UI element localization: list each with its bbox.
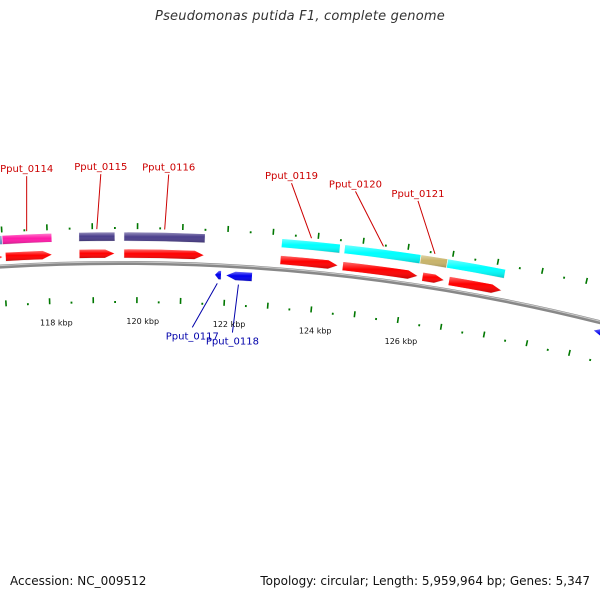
- reverse-cds-shade: [225, 271, 253, 282]
- forward-cds-shade: [342, 261, 418, 279]
- ruler-label-120kbp: 120 kbp: [126, 317, 159, 326]
- reverse-cds-shade: [214, 270, 222, 280]
- outer-ruler-tick: [362, 237, 365, 244]
- reverse-cds-track: [214, 270, 600, 337]
- inner-ruler-tick: [482, 331, 486, 338]
- cog-bar-shade: [78, 232, 115, 242]
- cog-bar-shade: [123, 232, 206, 243]
- pput-0120-leader: [355, 191, 384, 247]
- accession-text: Accession: NC_009512: [10, 574, 147, 588]
- forward-cds-shade: [0, 255, 4, 259]
- reverse-cds-shade: [593, 328, 600, 336]
- forward-cds-shade: [421, 272, 445, 284]
- inner-ruler-tick: [353, 311, 356, 318]
- pput-0116-label: Pput_0116: [142, 162, 195, 173]
- label-leaders: [26, 174, 436, 333]
- forward-cds-shade: [79, 249, 115, 259]
- forward-cds-shade: [5, 250, 53, 262]
- outer-ruler-tick: [407, 243, 410, 250]
- outer-ruler-tick: [496, 258, 500, 265]
- pput-0117-leader: [191, 283, 218, 328]
- pput-0117-label: Pput_0117: [166, 331, 219, 342]
- pput-0115-label: Pput_0115: [74, 162, 127, 173]
- ruler-label-126kbp: 126 kbp: [385, 337, 418, 346]
- inner-ruler-tick: [310, 306, 313, 313]
- backbone-arc: [0, 260, 600, 325]
- cog-track: [0, 231, 507, 279]
- pput-0119-leader: [291, 182, 312, 239]
- cog-bar-shade: [446, 258, 506, 279]
- pput-0116-leader: [164, 174, 170, 230]
- pput-0121-label: Pput_0121: [391, 189, 444, 200]
- inner-ruler-tick: [439, 323, 443, 330]
- forward-cds-track: [0, 248, 503, 294]
- pput-0121-leader: [417, 200, 436, 254]
- forward-cds-shade: [448, 276, 502, 294]
- gene-labels: Pput_0112Pput_0113Pput_0114Pput_0115Pput…: [0, 162, 444, 348]
- cog-bar-shade: [419, 254, 448, 268]
- inner-ruler-tick: [396, 316, 400, 324]
- outer-ruler-tick: [317, 232, 320, 239]
- backbone-highlight: [0, 261, 600, 322]
- cog-bar-shade: [281, 238, 341, 254]
- topology-stats-text: Topology: circular; Length: 5,959,964 bp…: [260, 574, 590, 588]
- pput-0118-leader: [231, 284, 239, 333]
- forward-cds-shade: [279, 255, 339, 269]
- forward-cds-shade: [123, 249, 205, 260]
- cog-bar-shade: [1, 233, 52, 245]
- ruler-label-124kbp: 124 kbp: [299, 326, 332, 335]
- pput-0120-label: Pput_0120: [329, 179, 382, 190]
- pput-0114-label: Pput_0114: [0, 164, 53, 175]
- pput-0115-leader: [96, 174, 102, 230]
- outer-ruler-tick: [540, 267, 544, 274]
- backbone-track: [0, 260, 600, 325]
- pput-0118-label: Pput_0118: [206, 337, 259, 348]
- map-title: Pseudomonas putida F1, complete genome: [155, 9, 445, 24]
- pput-0119-label: Pput_0119: [265, 171, 318, 182]
- outer-ruler-tick: [452, 250, 455, 257]
- inner-ruler-tick: [525, 340, 529, 347]
- ruler-label-118kbp: 118 kbp: [40, 318, 73, 327]
- ruler-ticks: [0, 223, 592, 362]
- outer-ruler-tick: [585, 277, 589, 284]
- cog-bar-shade: [343, 244, 422, 264]
- inner-ruler-tick: [567, 349, 571, 356]
- ruler-label-122kbp: 122 kbp: [213, 320, 246, 329]
